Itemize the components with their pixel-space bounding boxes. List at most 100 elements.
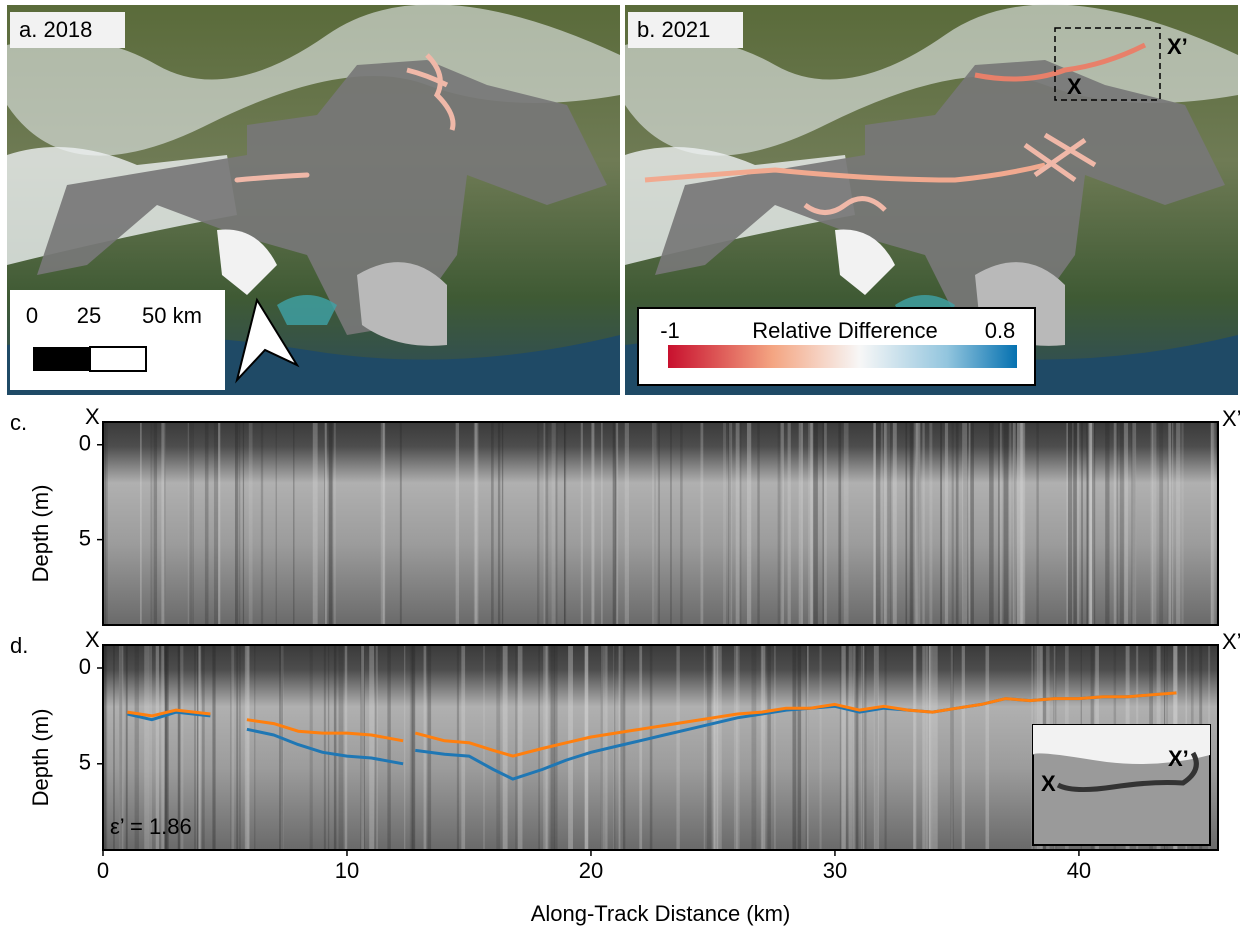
radar-stripe	[714, 645, 718, 850]
radar-stripe	[456, 422, 459, 625]
radar-stripe	[140, 422, 142, 625]
radar-stripe	[986, 645, 990, 850]
radar-stripe	[747, 422, 751, 625]
radar-stripe	[913, 645, 916, 850]
radar-stripe	[104, 422, 106, 625]
radar-stripe	[929, 422, 932, 625]
radar-stripe	[1068, 422, 1072, 625]
radar-stripe	[813, 422, 818, 625]
radar-stripe	[1211, 422, 1213, 625]
end-label: X’	[1222, 629, 1240, 654]
panel-label: d.	[10, 633, 28, 658]
radar-stripe	[591, 422, 594, 625]
radar-stripe	[404, 645, 405, 850]
radar-stripe	[1000, 422, 1001, 625]
radar-stripe	[950, 645, 953, 850]
radar-stripe	[243, 422, 244, 625]
radar-stripe	[1117, 422, 1118, 625]
radar-stripe	[885, 645, 887, 850]
radar-stripe	[538, 645, 540, 850]
scale-label: 50 km	[142, 303, 202, 328]
radar-stripe	[491, 422, 494, 625]
radar-stripe	[199, 645, 200, 850]
radar-stripe	[736, 422, 740, 625]
radar-stripe	[279, 645, 283, 850]
radar-stripe	[799, 422, 803, 625]
end-label: X	[85, 627, 100, 652]
radar-stripe	[853, 645, 855, 850]
radar-stripe	[202, 645, 205, 850]
radar-stripe	[230, 645, 232, 850]
radar-stripe	[956, 422, 959, 625]
radar-stripe	[840, 645, 841, 850]
radar-stripe	[1073, 422, 1077, 625]
radar-stripe	[324, 645, 326, 850]
scale-label: 0	[26, 303, 38, 328]
radar-stripe	[552, 422, 557, 625]
inset-map: XX’	[1033, 725, 1210, 845]
radar-stripe	[740, 422, 742, 625]
radar-stripe	[254, 645, 255, 850]
x-tick-label: 20	[579, 858, 603, 883]
radar-stripe	[1017, 422, 1021, 625]
radar-stripe	[276, 422, 277, 625]
radar-stripe	[339, 645, 344, 850]
radar-stripe	[639, 645, 642, 850]
radar-stripe	[194, 645, 195, 850]
x-axis-label: Along-Track Distance (km)	[531, 901, 791, 926]
radar-stripe	[620, 645, 625, 850]
radar-stripe	[496, 645, 500, 850]
radar-stripe	[328, 645, 329, 850]
scale-bar	[33, 347, 90, 371]
y-tick-label: 5	[79, 525, 91, 550]
radar-stripe	[345, 645, 347, 850]
radar-stripe	[205, 422, 209, 625]
radar-stripe	[239, 645, 240, 850]
end-label: X’	[1222, 406, 1240, 431]
radar-stripe	[922, 422, 924, 625]
radar-stripe	[1132, 422, 1136, 625]
panel-label: b. 2021	[637, 17, 710, 42]
radar-stripe	[154, 422, 157, 625]
map-panel-b: X X’ b. 2021 -1 Relative Difference 0.8	[625, 4, 1238, 395]
radar-stripe	[164, 422, 165, 625]
radar-stripe	[412, 645, 416, 850]
radar-stripe	[884, 422, 887, 625]
radar-stripe	[503, 645, 508, 850]
radar-stripe	[601, 645, 605, 850]
radar-stripe	[874, 645, 879, 850]
radar-stripe	[498, 422, 500, 625]
inset-label: X	[1041, 771, 1056, 796]
radar-stripe	[824, 422, 827, 625]
radar-stripe	[616, 422, 619, 625]
radar-stripe	[998, 422, 1000, 625]
radar-stripe	[838, 422, 841, 625]
box-label: X’	[1167, 34, 1188, 59]
radar-stripe	[1013, 422, 1016, 625]
radar-stripe	[929, 645, 933, 850]
radar-stripe	[249, 422, 253, 625]
radar-stripe	[375, 645, 377, 850]
radar-stripe	[236, 645, 238, 850]
radar-stripe	[544, 422, 546, 625]
scale-bar	[90, 347, 146, 371]
colorbar-min: -1	[660, 318, 680, 343]
radar-stripe	[1181, 422, 1183, 625]
radar-stripe	[962, 422, 967, 625]
radar-stripe	[518, 645, 523, 850]
panel-label: a. 2018	[19, 17, 92, 42]
radar-stripe	[652, 422, 656, 625]
radar-stripe	[1159, 422, 1163, 625]
box-label: X	[1067, 74, 1082, 99]
radar-stripe	[197, 645, 198, 850]
radar-stripe	[676, 645, 679, 850]
radar-stripe	[1004, 422, 1009, 625]
radar-stripe	[914, 422, 919, 625]
radar-stripe	[844, 422, 849, 625]
radar-stripe	[723, 422, 726, 625]
radar-stripe	[757, 422, 759, 625]
radar-stripe	[502, 422, 503, 625]
radar-stripe	[334, 645, 336, 850]
radar-stripe	[841, 645, 845, 850]
radar-stripe	[952, 422, 954, 625]
